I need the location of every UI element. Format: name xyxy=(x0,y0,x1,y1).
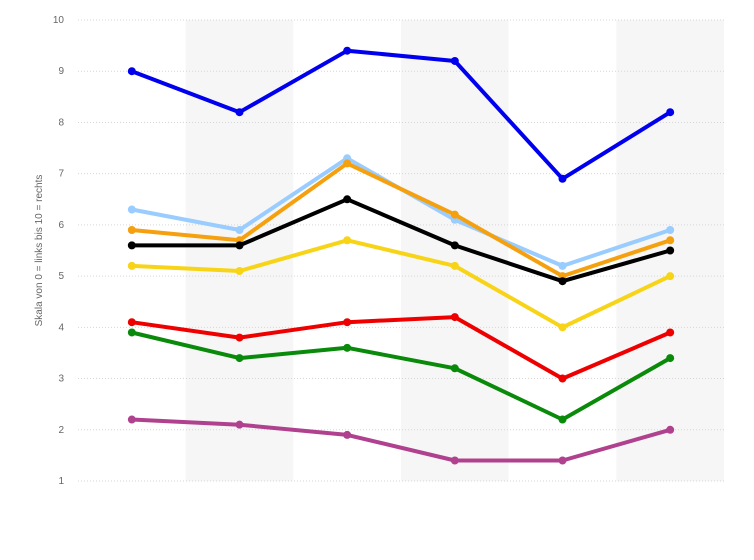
data-point[interactable] xyxy=(127,67,136,76)
series-yellow xyxy=(127,236,675,332)
data-point[interactable] xyxy=(343,195,352,204)
series-line-green xyxy=(129,330,673,422)
data-point[interactable] xyxy=(235,266,244,275)
data-point[interactable] xyxy=(666,328,675,337)
y-tick-label: 9 xyxy=(58,66,64,77)
y-tick-label: 2 xyxy=(58,425,64,436)
series-line-red xyxy=(129,315,673,381)
data-point[interactable] xyxy=(666,246,675,255)
series-group xyxy=(127,46,675,465)
data-point[interactable] xyxy=(558,415,567,424)
data-point[interactable] xyxy=(127,328,136,337)
y-axis-title: Skala von 0 = links bis 10 = rechts xyxy=(34,175,45,327)
data-point[interactable] xyxy=(343,343,352,352)
series-line-purple xyxy=(129,417,673,463)
data-point[interactable] xyxy=(450,456,459,465)
background-band xyxy=(78,20,186,481)
data-point[interactable] xyxy=(127,205,136,214)
data-point[interactable] xyxy=(558,261,567,270)
data-point[interactable] xyxy=(666,236,675,245)
data-point[interactable] xyxy=(235,354,244,363)
data-point[interactable] xyxy=(235,108,244,117)
data-point[interactable] xyxy=(558,174,567,183)
series-orange xyxy=(127,159,675,281)
data-point[interactable] xyxy=(450,241,459,250)
data-point[interactable] xyxy=(666,272,675,281)
series-purple xyxy=(127,415,675,465)
y-tick-label: 1 xyxy=(58,476,64,487)
y-tick-label: 7 xyxy=(58,169,64,180)
data-point[interactable] xyxy=(343,159,352,168)
series-black xyxy=(127,195,675,286)
y-tick-label: 8 xyxy=(58,117,64,128)
data-point[interactable] xyxy=(127,415,136,424)
data-point[interactable] xyxy=(666,354,675,363)
series-line-blue xyxy=(129,48,673,181)
data-point[interactable] xyxy=(343,46,352,55)
series-line-yellow xyxy=(129,238,673,330)
data-point[interactable] xyxy=(666,108,675,117)
data-point[interactable] xyxy=(558,323,567,332)
data-point[interactable] xyxy=(343,430,352,439)
series-line-orange xyxy=(129,161,673,279)
data-point[interactable] xyxy=(558,374,567,383)
y-tick-label: 6 xyxy=(58,220,64,231)
background-band xyxy=(401,20,509,481)
data-point[interactable] xyxy=(235,333,244,342)
data-point[interactable] xyxy=(450,210,459,219)
data-point[interactable] xyxy=(558,456,567,465)
data-point[interactable] xyxy=(450,313,459,322)
data-point[interactable] xyxy=(235,226,244,235)
data-point[interactable] xyxy=(450,261,459,270)
series-blue xyxy=(127,46,675,183)
series-line-black xyxy=(129,197,673,284)
y-tick-label: 5 xyxy=(58,271,64,282)
data-point[interactable] xyxy=(558,277,567,286)
data-point[interactable] xyxy=(127,226,136,235)
data-point[interactable] xyxy=(343,236,352,245)
y-axis-ticks: 1 2 3 4 5 6 7 8 9 10 xyxy=(53,15,65,487)
data-point[interactable] xyxy=(127,241,136,250)
data-point[interactable] xyxy=(127,261,136,270)
data-point[interactable] xyxy=(235,420,244,429)
data-point[interactable] xyxy=(127,318,136,327)
data-point[interactable] xyxy=(666,226,675,235)
data-point[interactable] xyxy=(450,364,459,373)
data-point[interactable] xyxy=(235,241,244,250)
data-point[interactable] xyxy=(450,56,459,65)
series-red xyxy=(127,313,675,383)
series-green xyxy=(127,328,675,424)
y-tick-label: 10 xyxy=(53,15,65,26)
data-point[interactable] xyxy=(666,425,675,434)
data-point[interactable] xyxy=(343,318,352,327)
y-tick-label: 3 xyxy=(58,374,64,385)
y-tick-label: 4 xyxy=(58,322,64,333)
